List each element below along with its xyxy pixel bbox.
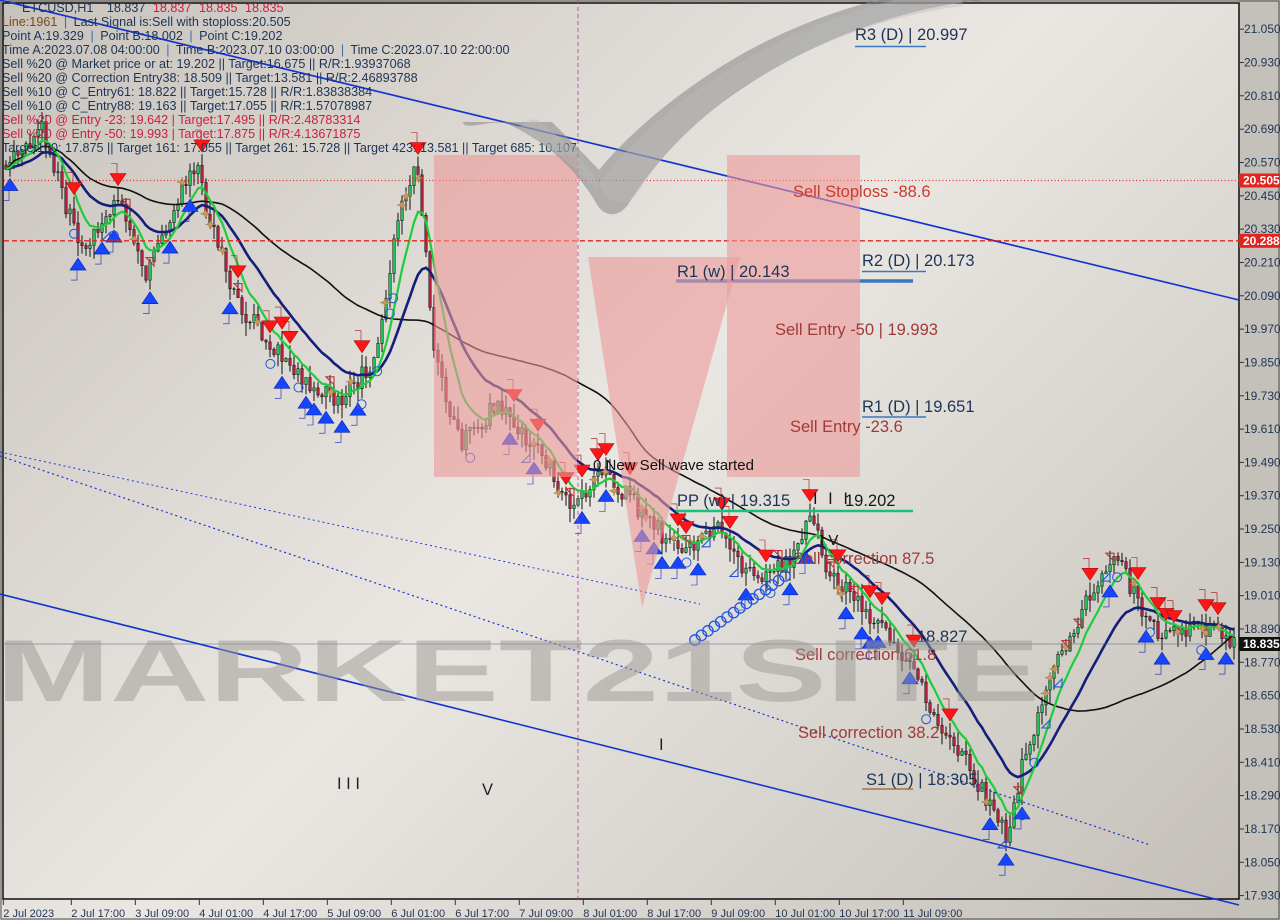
svg-text:MARKET21SITE: MARKET21SITE [0, 621, 1040, 720]
svg-text:6 Jul 01:00: 6 Jul 01:00 [391, 908, 445, 920]
svg-text:Target100: 17.875 || Target 16: Target100: 17.875 || Target 161: 17.055 … [2, 141, 577, 155]
svg-text:R1 (w) | 20.143: R1 (w) | 20.143 [677, 263, 790, 281]
svg-text:19.490: 19.490 [1244, 455, 1280, 469]
svg-text:19.130: 19.130 [1244, 555, 1280, 569]
svg-text:Sell Entry -23.6: Sell Entry -23.6 [790, 418, 903, 436]
svg-text:20.930: 20.930 [1244, 56, 1280, 70]
svg-text:S1 (D) | 18.305: S1 (D) | 18.305 [866, 771, 978, 789]
svg-text:0 New Sell wave started: 0 New Sell wave started [593, 457, 754, 474]
svg-text:PP (w) | 19.315: PP (w) | 19.315 [677, 492, 790, 510]
svg-text:I: I [659, 736, 664, 754]
svg-text:17.930: 17.930 [1244, 889, 1280, 903]
svg-text:Point A:19.329 | Point: Point A:19.329 | Point B:18.002 | Point … [2, 29, 282, 43]
svg-text:2 Jul 17:00: 2 Jul 17:00 [71, 908, 125, 920]
svg-text:4 Jul 17:00: 4 Jul 17:00 [263, 908, 317, 920]
svg-text:Sell correction 87.5: Sell correction 87.5 [793, 550, 934, 568]
svg-text:I I I: I I I [337, 775, 360, 793]
svg-text:18.835: 18.835 [1243, 637, 1280, 651]
svg-text:19.250: 19.250 [1244, 522, 1280, 536]
svg-text:19.010: 19.010 [1244, 589, 1280, 603]
svg-text:19.850: 19.850 [1244, 355, 1280, 369]
svg-text:20.505: 20.505 [1243, 174, 1280, 188]
svg-text:R3 (D) | 20.997: R3 (D) | 20.997 [855, 26, 968, 44]
svg-text:R2 (D) | 20.173: R2 (D) | 20.173 [862, 252, 975, 270]
svg-text:19.202: 19.202 [845, 492, 895, 510]
svg-text:Sell Stoploss -88.6: Sell Stoploss -88.6 [793, 183, 931, 201]
svg-text:R1 (D) | 19.651: R1 (D) | 19.651 [862, 398, 975, 416]
svg-text:10 Jul 01:00: 10 Jul 01:00 [775, 908, 835, 920]
svg-text:Sell %20 @ Correction Entry38:: Sell %20 @ Correction Entry38: 18.509 ||… [2, 71, 418, 85]
svg-text:8 Jul 17:00: 8 Jul 17:00 [647, 908, 701, 920]
svg-text:Sell %10 @ C_Entry88: 19.163 |: Sell %10 @ C_Entry88: 19.163 || Target:1… [2, 99, 372, 113]
svg-text:20.570: 20.570 [1244, 156, 1280, 170]
svg-text:Sell %20 @ Entry -50: 19.993 |: Sell %20 @ Entry -50: 19.993 | Target:17… [2, 127, 360, 141]
svg-text:18.530: 18.530 [1244, 722, 1280, 736]
svg-text:6 Jul 17:00: 6 Jul 17:00 [455, 908, 509, 920]
svg-text:18.770: 18.770 [1244, 655, 1280, 669]
svg-text:20.210: 20.210 [1244, 256, 1280, 270]
svg-text:20.288: 20.288 [1243, 234, 1280, 248]
svg-text:18.410: 18.410 [1244, 755, 1280, 769]
svg-text:18.050: 18.050 [1244, 855, 1280, 869]
svg-text:Sell %20 @ Market price or at:: Sell %20 @ Market price or at: 19.202 ||… [2, 57, 411, 71]
svg-text:18.650: 18.650 [1244, 689, 1280, 703]
svg-text:10 Jul 17:00: 10 Jul 17:00 [839, 908, 899, 920]
svg-text:9 Jul 09:00: 9 Jul 09:00 [711, 908, 765, 920]
svg-text:ETCUSD,H1 18.837 18.83: ETCUSD,H1 18.837 18.837 18.835 18.835 [22, 1, 284, 15]
svg-text:Line:1961 | Last Signa: Line:1961 | Last Signal is:Sell with sto… [2, 15, 291, 29]
svg-text:19.370: 19.370 [1244, 489, 1280, 503]
svg-text:3 Jul 09:00: 3 Jul 09:00 [135, 908, 189, 920]
svg-text:Sell correction 38.2: Sell correction 38.2 [798, 724, 939, 742]
svg-text:Sell %10 @ C_Entry61: 18.822 |: Sell %10 @ C_Entry61: 18.822 || Target:1… [2, 85, 372, 99]
svg-text:Time A:2023.07.08 04:00:00: Time A:2023.07.08 04:00:00 | Time B:2023… [2, 43, 510, 57]
svg-text:19.730: 19.730 [1244, 389, 1280, 403]
svg-text:5 Jul 09:00: 5 Jul 09:00 [327, 908, 381, 920]
svg-text:20.090: 20.090 [1244, 289, 1280, 303]
svg-text:2 Jul 2023: 2 Jul 2023 [3, 908, 54, 920]
svg-text:20.810: 20.810 [1244, 89, 1280, 103]
svg-text:20.690: 20.690 [1244, 122, 1280, 136]
svg-text:21.050: 21.050 [1244, 22, 1280, 36]
svg-text:11 Jul 09:00: 11 Jul 09:00 [903, 908, 962, 920]
svg-text:7 Jul 09:00: 7 Jul 09:00 [519, 908, 573, 920]
svg-text:Sell %20 @ Entry -23: 19.642 |: Sell %20 @ Entry -23: 19.642 | Target:17… [2, 113, 360, 127]
svg-text:Sell Entry -50 | 19.993: Sell Entry -50 | 19.993 [775, 321, 938, 339]
svg-text:4 Jul 01:00: 4 Jul 01:00 [199, 908, 253, 920]
svg-text:I V: I V [820, 532, 838, 549]
svg-text:18.170: 18.170 [1244, 822, 1280, 836]
svg-text:18.890: 18.890 [1244, 622, 1280, 636]
svg-text:19.970: 19.970 [1244, 322, 1280, 336]
svg-text:20.450: 20.450 [1244, 189, 1280, 203]
svg-text:18.290: 18.290 [1244, 789, 1280, 803]
svg-text:19.610: 19.610 [1244, 422, 1280, 436]
svg-text:8 Jul 01:00: 8 Jul 01:00 [583, 908, 637, 920]
svg-text:V: V [482, 781, 493, 799]
